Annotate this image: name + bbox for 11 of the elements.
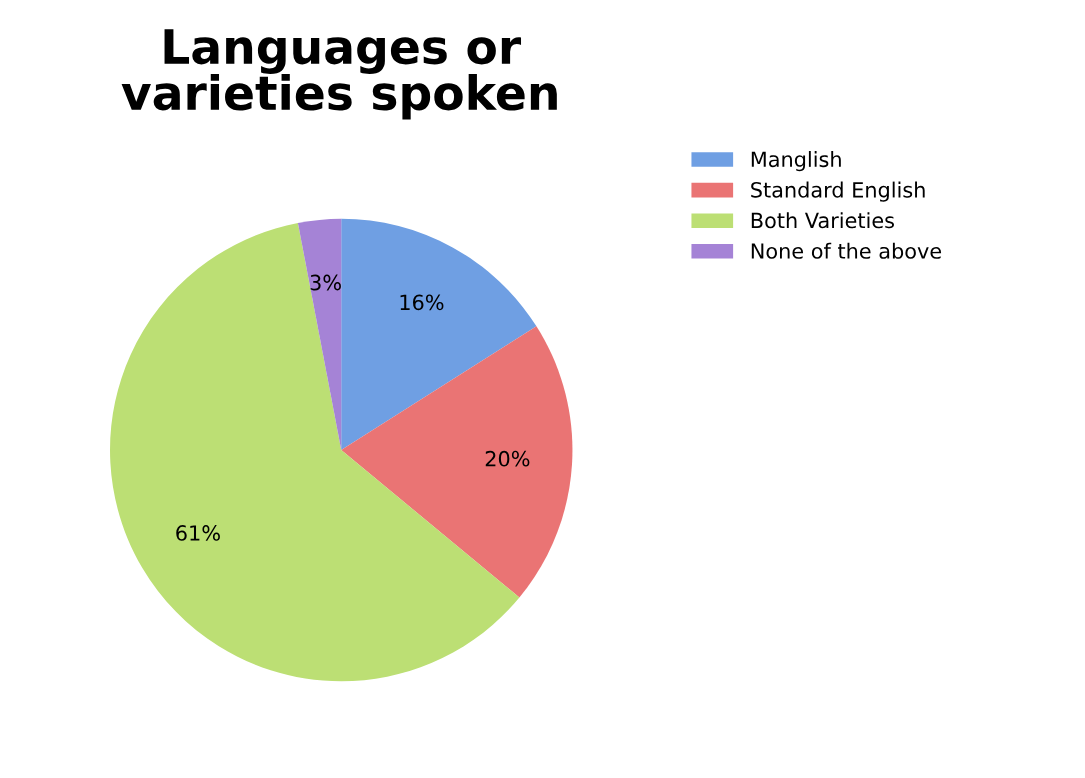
chart-title: Languages or varieties spoken [121,29,557,120]
data-label: 16% [400,294,444,311]
legend-label: None of the above [751,242,942,259]
pie-slice [341,218,537,451]
legend-label: Standard English [751,181,925,202]
data-label: 20% [485,450,530,467]
data-label: 61% [176,525,220,541]
legend-label: Manglish [751,151,841,172]
data-label: 3% [310,274,341,291]
pie-slice [341,326,573,598]
legend-label: Both Varieties [751,212,894,229]
